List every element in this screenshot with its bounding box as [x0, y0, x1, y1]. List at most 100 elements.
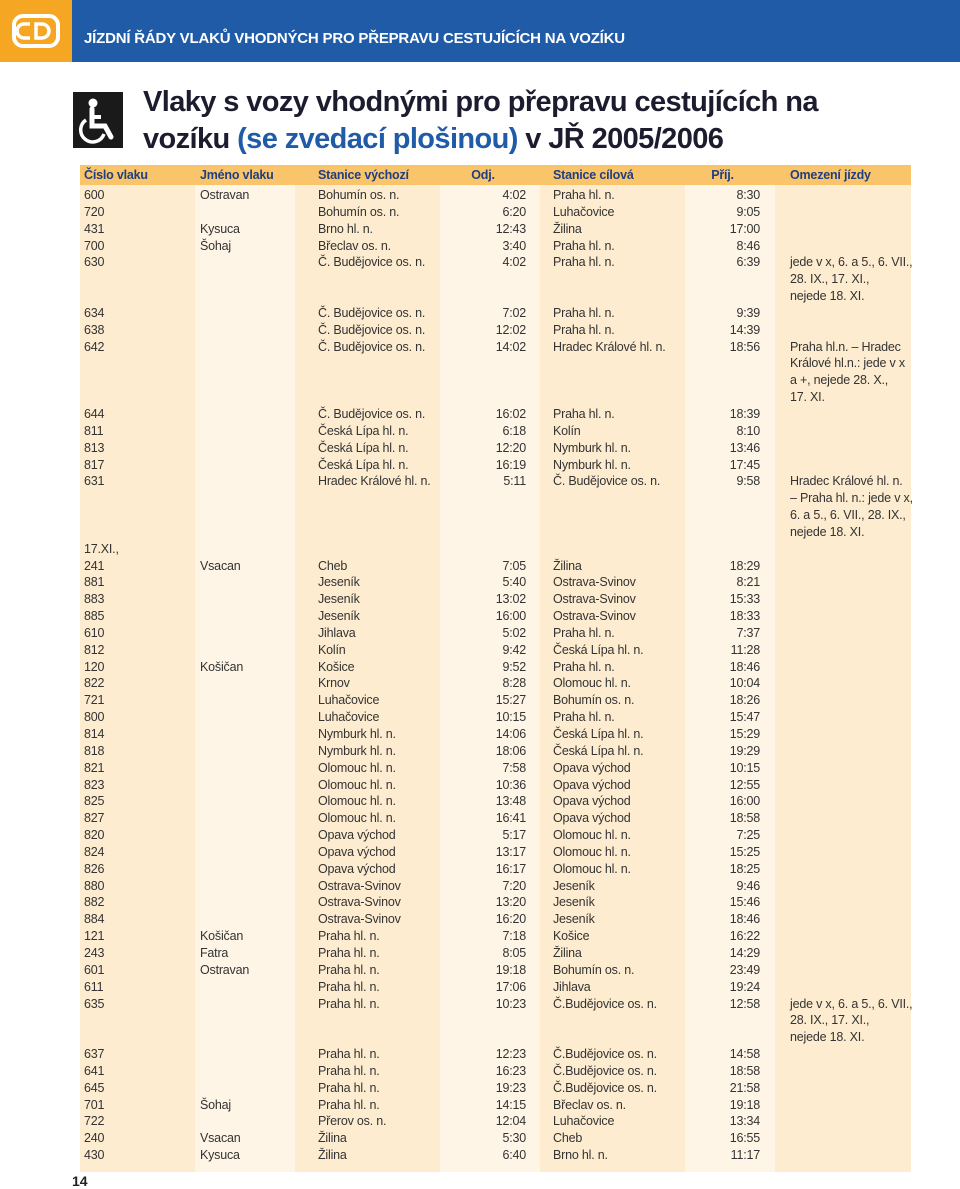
- table-cell: [195, 254, 295, 305]
- cell-text: 430: [84, 1148, 105, 1163]
- table-cell: 431: [80, 220, 195, 238]
- cell-text: Opava východ: [553, 794, 631, 809]
- cell-text: 12:58: [729, 996, 760, 1011]
- cell-text: 16:23: [495, 1063, 526, 1078]
- cell-text: 13:46: [729, 440, 760, 455]
- table-cell: Olomouc hl. n.: [540, 860, 685, 878]
- cell-text: Olomouc hl. n.: [318, 794, 396, 809]
- cell-text: 5:17: [502, 828, 526, 843]
- cell-text: Ostravan: [200, 962, 250, 977]
- table-cell: 7:37: [685, 624, 775, 642]
- note-line: 17. XI.: [790, 390, 825, 405]
- note-line: Hradec Králové hl. n.: [790, 474, 903, 489]
- table-cell: Ostrava-Svinov: [295, 877, 440, 895]
- table-cell: Vsacan: [195, 1130, 295, 1148]
- table-row: 885 Jeseník 16:00 Ostrava-Svinov 18:33: [80, 608, 911, 625]
- cell-text: 13:17: [495, 844, 526, 859]
- cell-text: 16:41: [495, 811, 526, 826]
- table-cell: [775, 439, 911, 457]
- table-cell: Ostrava-Svinov: [540, 608, 685, 625]
- table-cell: Žilina: [540, 557, 685, 575]
- table-row: 822 Krnov 8:28 Olomouc hl. n. 10:04: [80, 675, 911, 693]
- table-cell: 12:23: [440, 1046, 540, 1063]
- table-cell: 9:05: [685, 203, 775, 221]
- cell-text: 12:02: [495, 322, 526, 337]
- table-cell: Olomouc hl. n.: [295, 810, 440, 828]
- cell-text: 882: [84, 895, 105, 910]
- note-line: 28. IX., 17. XI.,: [790, 1013, 870, 1028]
- table-cell: 722: [80, 1113, 195, 1131]
- table-row: 601 Ostravan Praha hl. n. 19:18 Bohumín os. …: [80, 961, 911, 979]
- cell-text: 814: [84, 727, 105, 741]
- table-cell: [775, 978, 911, 996]
- cell-text: 10:36: [495, 777, 526, 792]
- table-cell: [195, 742, 295, 760]
- table-cell: [775, 709, 911, 726]
- table-cell: Praha hl. n.: [540, 185, 685, 204]
- table-cell: 5:11: [440, 473, 540, 541]
- cell-text: Žilina: [553, 558, 582, 573]
- cell-text: Olomouc hl. n.: [553, 828, 631, 843]
- table-cell: [195, 439, 295, 457]
- table-cell: 9:52: [440, 658, 540, 676]
- cell-text: 16:02: [495, 406, 526, 421]
- cell-text: Praha hl. n.: [553, 322, 615, 337]
- table-cell: Jeseník: [295, 591, 440, 609]
- table-cell: Opava východ: [295, 843, 440, 861]
- table-cell: [775, 1062, 911, 1080]
- table-cell: 884: [80, 911, 195, 929]
- table-cell: 6:40: [440, 1147, 540, 1172]
- table-row: 611 Praha hl. n. 17:06 Jihlava 19:24: [80, 978, 911, 996]
- cell-text: Praha hl. n.: [553, 625, 615, 640]
- table-cell: [195, 591, 295, 609]
- cell-text: 15:29: [729, 727, 760, 741]
- table-cell: [540, 540, 685, 558]
- cell-text: 645: [84, 1080, 105, 1095]
- cell-text: Bohumín os. n.: [318, 188, 400, 202]
- table-cell: [195, 978, 295, 996]
- table-cell: 4:02: [440, 254, 540, 305]
- cell-text: 637: [84, 1047, 105, 1062]
- title-part: vozíku: [143, 123, 230, 155]
- table-cell: Kolín: [295, 641, 440, 659]
- table-cell: 18:26: [685, 692, 775, 710]
- cell-text: 15:46: [729, 895, 760, 910]
- cell-text: 16:00: [495, 609, 526, 624]
- cell-text: 700: [84, 238, 105, 253]
- table-cell: Košice: [295, 658, 440, 676]
- table-cell: 7:05: [440, 557, 540, 575]
- table-cell: 14:39: [685, 321, 775, 339]
- cell-text: Praha hl. n.: [553, 188, 615, 202]
- cell-text: 817: [84, 457, 105, 472]
- cell-text: Bohumín os. n.: [553, 962, 635, 977]
- table-cell: [775, 624, 911, 642]
- table-cell: Opava východ: [295, 860, 440, 878]
- table-cell: [775, 422, 911, 440]
- table-cell: 16:22: [685, 928, 775, 945]
- table-cell: Ostrava-Svinov: [295, 911, 440, 929]
- table-cell: 18:25: [685, 860, 775, 878]
- cell-text: Košice: [318, 659, 355, 674]
- column-header: Omezení jízdy: [775, 165, 911, 185]
- cell-text: Jeseník: [553, 895, 595, 910]
- cell-text: Luhačovice: [318, 710, 380, 725]
- table-cell: [195, 405, 295, 423]
- cell-text: Opava východ: [318, 844, 396, 859]
- note-line: nejede 18. XI.: [790, 1030, 865, 1045]
- table-row: 820 Opava východ 5:17 Olomouc hl. n. 7:25: [80, 827, 911, 844]
- cell-text: 10:15: [495, 710, 526, 725]
- table-cell: 885: [80, 608, 195, 625]
- table-cell: Nymburk hl. n.: [295, 742, 440, 760]
- table-row: 241 Vsacan Cheb 7:05 Žilina 18:29: [80, 557, 911, 575]
- table-cell: Ostravan: [195, 185, 295, 204]
- cell-text: Opava východ: [553, 760, 631, 775]
- table-cell: jede v x, 6. a 5., 6. VII., 28. IX., 17. …: [775, 995, 913, 1047]
- logo-mark: [12, 14, 60, 48]
- cell-text: Praha hl. n.: [553, 406, 615, 421]
- table-cell: Nymburk hl. n.: [540, 439, 685, 457]
- cell-text: Brno hl. n.: [318, 221, 373, 236]
- table-cell: Olomouc hl. n.: [295, 759, 440, 777]
- table-cell: Luhačovice: [295, 709, 440, 726]
- note-line: nejede 18. XI.: [790, 524, 865, 539]
- table-row: 720 Bohumín os. n. 6:20 Luhačovice 9:05: [80, 203, 911, 221]
